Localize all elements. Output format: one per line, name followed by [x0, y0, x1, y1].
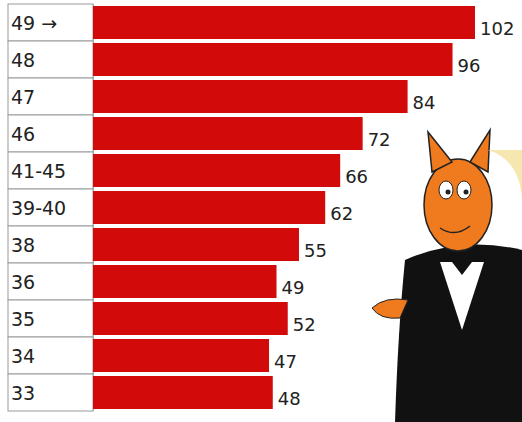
- data-label: 47: [274, 351, 297, 372]
- category-label: 36: [11, 271, 35, 293]
- bar: [93, 80, 408, 113]
- mascot-eye: [457, 181, 471, 199]
- mascot-ear: [470, 130, 490, 172]
- category-label: 48: [11, 49, 35, 71]
- category-label: 34: [11, 345, 35, 367]
- mascot: [372, 130, 522, 422]
- category-cell: [8, 152, 93, 189]
- bar: [93, 6, 475, 39]
- mascot-tie: [452, 262, 472, 275]
- chart: 49 →48474641-4539-4038363534331029684726…: [0, 0, 522, 422]
- category-label: 49 →: [11, 12, 57, 34]
- category-label: 41-45: [11, 160, 66, 182]
- mascot-head: [424, 159, 492, 251]
- category-cell: [8, 337, 93, 374]
- category-cell: [8, 41, 93, 78]
- mascot-shirt: [440, 262, 484, 330]
- category-axis: 49 → 48 47 46 41-45 39-40 38 36 35 34 33: [8, 4, 93, 411]
- category-cell: [8, 374, 93, 411]
- category-label: 46: [11, 123, 35, 145]
- category-cell: [8, 189, 93, 226]
- bar: [93, 191, 325, 224]
- data-label: 62: [330, 203, 353, 224]
- bars: [93, 6, 475, 409]
- category-label: 33: [11, 382, 35, 404]
- category-cell: [8, 78, 93, 115]
- bar: [93, 265, 277, 298]
- data-label: 49: [282, 277, 305, 298]
- data-label: 84: [413, 92, 436, 113]
- category-cell: [8, 263, 93, 300]
- mascot-eye: [439, 181, 453, 199]
- data-label: 96: [458, 55, 481, 76]
- data-labels: 102 96 84 7266 6255 49 52 47 48: [274, 18, 514, 409]
- data-label: 52: [293, 314, 316, 335]
- category-cell: [8, 226, 93, 263]
- category-cell: [8, 300, 93, 337]
- bar: [93, 339, 269, 372]
- mascot-body: [395, 244, 522, 422]
- mascot-hand: [372, 299, 408, 318]
- bar: [93, 376, 273, 409]
- category-label: 39-40: [11, 197, 66, 219]
- bar: [93, 302, 288, 335]
- category-label: 38: [11, 234, 35, 256]
- category-cell: [8, 115, 93, 152]
- category-cell: [8, 4, 93, 41]
- data-label: 66: [345, 166, 368, 187]
- category-label: 35: [11, 308, 35, 330]
- bar: [93, 228, 299, 261]
- mascot-mouth: [440, 226, 470, 233]
- data-label: 48: [278, 388, 301, 409]
- mascot-pupil: [446, 190, 451, 195]
- data-label: 72: [368, 129, 391, 150]
- bar: [93, 154, 340, 187]
- data-label: 55: [304, 240, 327, 261]
- mascot-pupil: [464, 190, 469, 195]
- data-label: 102: [480, 18, 514, 39]
- mascot-ear: [428, 132, 452, 172]
- bar: [93, 117, 363, 150]
- mascot-hair: [488, 150, 522, 200]
- category-label: 47: [11, 86, 35, 108]
- bar: [93, 43, 453, 76]
